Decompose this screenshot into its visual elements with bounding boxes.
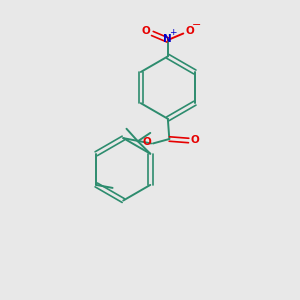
Text: +: + [169,28,177,37]
Text: O: O [142,137,151,147]
Text: O: O [142,26,150,36]
Text: −: − [192,20,202,30]
Text: N: N [164,34,172,44]
Text: O: O [190,136,199,146]
Text: O: O [185,26,194,36]
